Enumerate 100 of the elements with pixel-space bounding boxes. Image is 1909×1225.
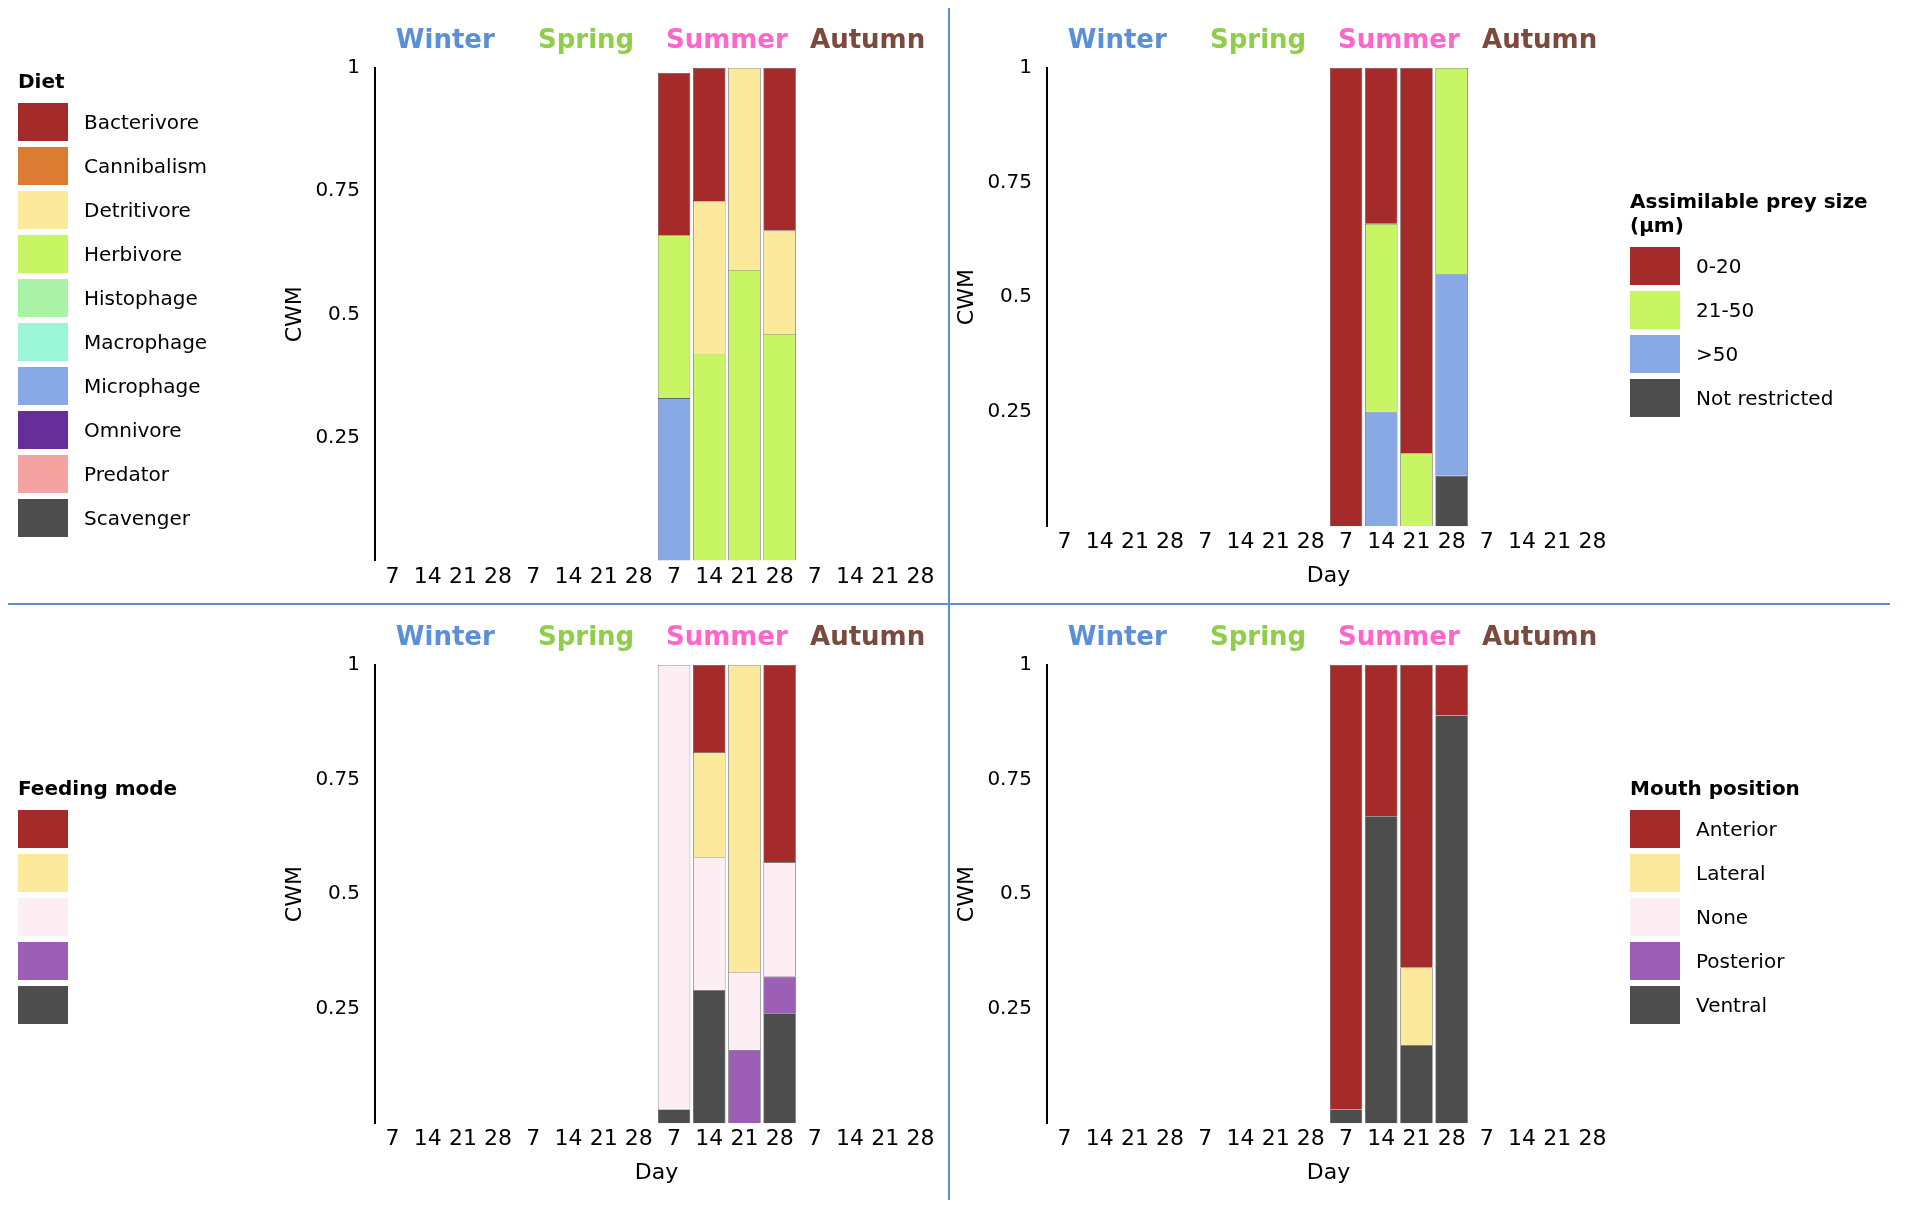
legend-label: Cannibalism: [84, 153, 208, 178]
y-tick-label: 1: [347, 54, 360, 79]
x-tick-label: 28: [1578, 1125, 1607, 1151]
text: Spring: [537, 23, 635, 54]
x-tick-label: 7: [807, 562, 822, 588]
y-tick-label: 0.5: [1000, 880, 1032, 905]
x-tick-label: 14: [1508, 528, 1537, 554]
legend-label: Detritivore: [84, 197, 191, 222]
x-axis-title: Day: [1306, 1158, 1351, 1184]
x-tick-label: 14: [554, 562, 583, 588]
legend-label: None: [1696, 904, 1749, 929]
y-tick-label: 0.75: [315, 177, 360, 202]
legend-title: Mouth position: [1630, 775, 1801, 800]
text: Summer: [665, 23, 788, 54]
text: Winter: [395, 620, 495, 651]
x-tick-label: 28: [624, 1125, 653, 1151]
x-tick-label: 7: [526, 1125, 541, 1151]
x-tick-label: 28: [1437, 528, 1466, 554]
x-tick-label: 7: [385, 1125, 400, 1151]
y-tick-label: 1: [1019, 651, 1032, 676]
x-tick-label: 7: [1479, 528, 1494, 554]
text: Spring: [537, 620, 635, 651]
x-tick-label: 21: [1261, 1125, 1290, 1151]
x-tick-label: 7: [1198, 1125, 1213, 1151]
x-tick-label: 28: [484, 562, 513, 588]
x-tick-label: 14: [1226, 528, 1255, 554]
y-axis-title: CWM: [280, 286, 306, 343]
text: Winter: [395, 23, 495, 54]
legend-label: >50: [1696, 341, 1739, 366]
x-tick-label: 7: [385, 562, 400, 588]
y-tick-label: 0.75: [987, 765, 1032, 790]
text: Spring: [1209, 620, 1307, 651]
text: Summer: [1337, 23, 1460, 54]
y-tick-label: 0.25: [315, 423, 360, 448]
legend-title: Feeding mode: [18, 775, 179, 800]
x-tick-label: 14: [413, 1125, 442, 1151]
legend-label: Histophage: [84, 285, 198, 310]
y-axis-title: CWM: [952, 269, 978, 326]
legend-label: 21-50: [1696, 297, 1755, 322]
x-axis-title: Day: [634, 1158, 679, 1184]
x-tick-label: 28: [1296, 528, 1325, 554]
text: Winter: [1067, 23, 1167, 54]
legend-title: Diet: [18, 68, 66, 93]
x-tick-label: 14: [1367, 528, 1396, 554]
x-tick-label: 14: [1226, 1125, 1255, 1151]
legend-title: Assimilable prey size (µm): [1630, 188, 1869, 237]
x-tick-label: 7: [1198, 528, 1213, 554]
x-tick-label: 21: [1120, 528, 1149, 554]
x-tick-label: 14: [695, 562, 724, 588]
x-tick-label: 28: [484, 1125, 513, 1151]
x-tick-label: 28: [906, 562, 935, 588]
x-tick-label: 7: [667, 562, 682, 588]
x-tick-label: 14: [413, 562, 442, 588]
y-axis-title: CWM: [280, 866, 306, 923]
y-tick-label: 0.75: [987, 168, 1032, 193]
x-tick-label: 14: [1085, 528, 1114, 554]
x-tick-label: 28: [1578, 528, 1607, 554]
legend-label: Microphage: [84, 373, 201, 398]
text: Autumn: [1482, 620, 1598, 651]
text: Autumn: [810, 620, 926, 651]
x-tick-label: 7: [807, 1125, 822, 1151]
text: Spring: [1209, 23, 1307, 54]
x-tick-label: 14: [836, 1125, 865, 1151]
x-tick-label: 14: [1367, 1125, 1396, 1151]
legend-label: Herbivore: [84, 241, 182, 266]
y-tick-label: 0.5: [328, 880, 360, 905]
x-tick-label: 21: [1120, 1125, 1149, 1151]
y-tick-label: 0.75: [315, 765, 360, 790]
x-tick-label: 21: [730, 1125, 759, 1151]
legend-label: Not restricted: [1696, 385, 1834, 410]
x-tick-label: 21: [1543, 528, 1572, 554]
legend-label: Bacterivore: [84, 109, 200, 134]
x-tick-label: 7: [1479, 1125, 1494, 1151]
text: Autumn: [1482, 23, 1598, 54]
legend-label: Omnivore: [84, 417, 182, 442]
x-axis-title: Day: [1306, 561, 1351, 587]
x-tick-label: 28: [765, 562, 794, 588]
y-axis-title: CWM: [952, 866, 978, 923]
text: Autumn: [810, 23, 926, 54]
y-tick-label: 0.25: [987, 994, 1032, 1019]
legend-label: Anterior: [1696, 816, 1777, 841]
x-tick-label: 7: [1057, 528, 1072, 554]
legend-label: Scavenger: [84, 505, 190, 530]
x-tick-label: 7: [1339, 528, 1354, 554]
legend-label: Ventral: [1696, 992, 1767, 1017]
x-tick-label: 7: [667, 1125, 682, 1151]
y-tick-label: 0.25: [315, 994, 360, 1019]
legend-label: Lateral: [1696, 860, 1766, 885]
legend-label: Posterior: [1696, 948, 1785, 973]
x-tick-label: 21: [730, 562, 759, 588]
x-tick-label: 14: [554, 1125, 583, 1151]
x-tick-label: 7: [526, 562, 541, 588]
x-tick-label: 21: [589, 1125, 618, 1151]
x-tick-label: 28: [1296, 1125, 1325, 1151]
y-tick-label: 0.5: [328, 300, 360, 325]
x-tick-label: 21: [1261, 528, 1290, 554]
text: Summer: [665, 620, 788, 651]
x-tick-label: 21: [871, 1125, 900, 1151]
x-tick-label: 21: [1402, 1125, 1431, 1151]
x-tick-label: 21: [448, 562, 477, 588]
